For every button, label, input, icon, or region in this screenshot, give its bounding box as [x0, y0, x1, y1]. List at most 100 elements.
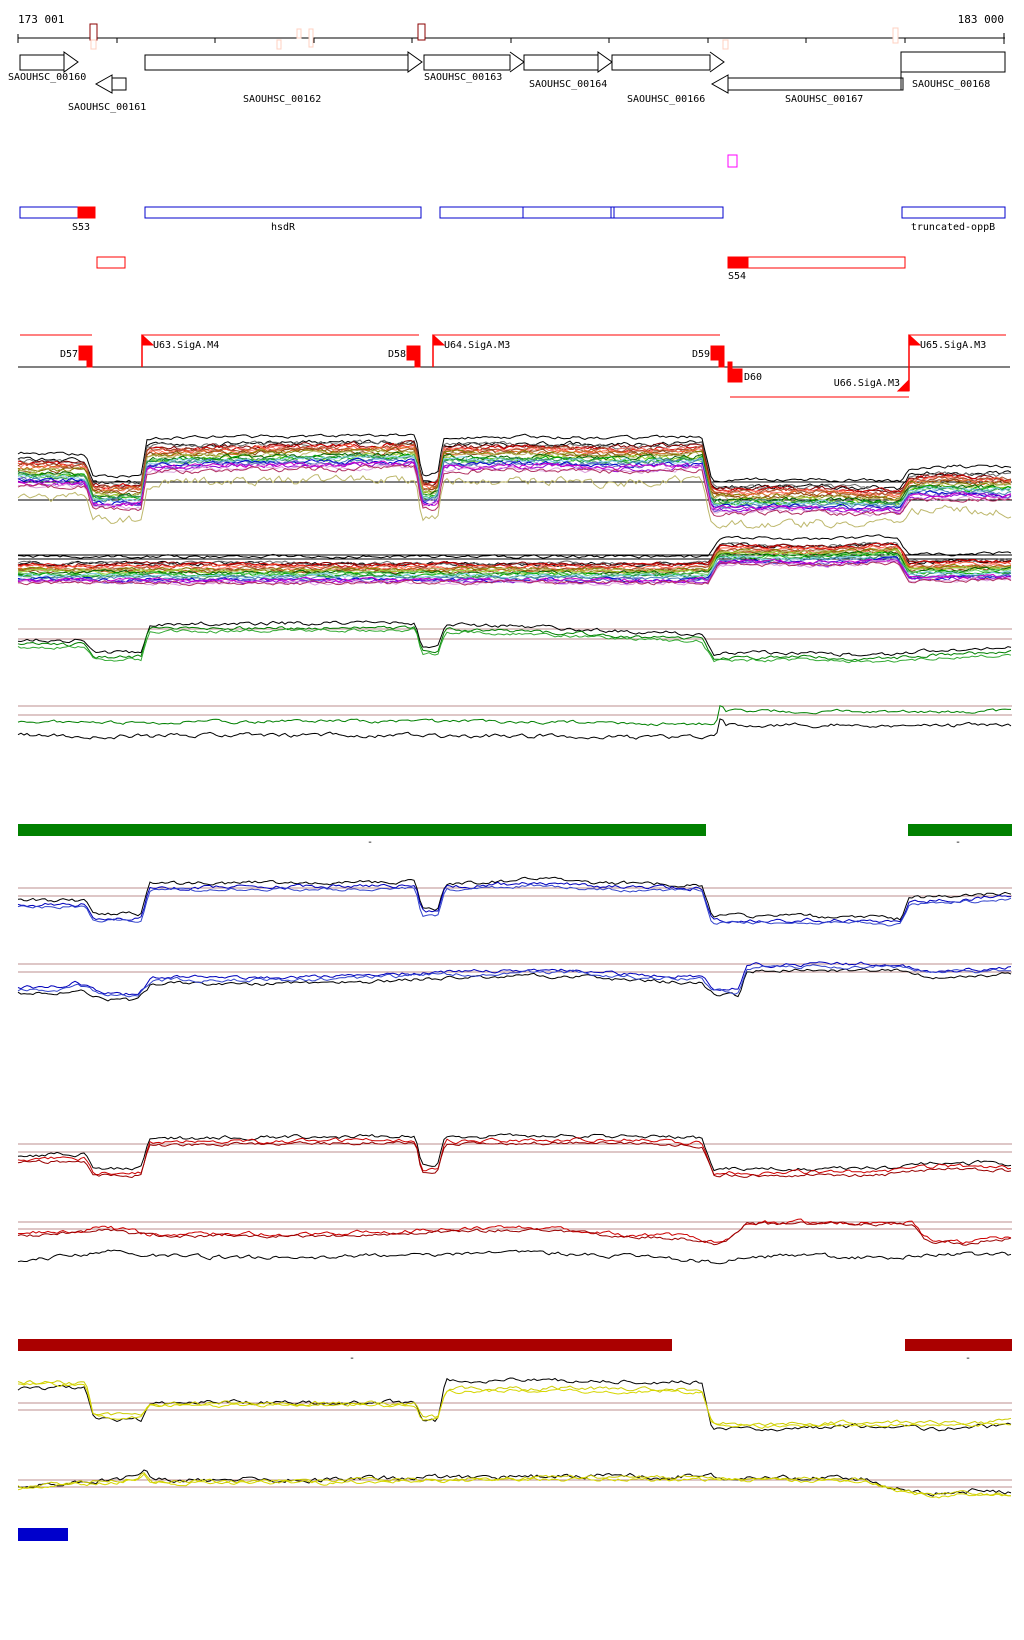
signal-series-all-probes-fwd-17 [17, 457, 1012, 509]
gene-label-SAOUHSC_00167: SAOUHSC_00167 [785, 94, 863, 105]
signal-series-all-probes-fwd-10 [17, 448, 1012, 502]
signal-series-green-rev-1 [17, 704, 1011, 727]
ruler-mark-faint [90, 39, 97, 50]
signal-series-all-probes-rev-2 [17, 542, 1012, 568]
signal-series-all-probes-fwd-7 [17, 446, 1012, 499]
gene-label-SAOUHSC_00161: SAOUHSC_00161 [68, 102, 146, 113]
ruler-mark-faint [276, 39, 282, 50]
signal-series-blue-rev-2 [17, 964, 1012, 998]
promoter-label-U65.SigA.M3: U65.SigA.M3 [920, 340, 986, 351]
segment-bar-darkred [905, 1339, 1012, 1351]
promoter-pennant-U63.SigA.M4 [141, 333, 155, 346]
gene-box-SAOUHSC_00168 [900, 51, 1006, 73]
signal-series-red-fwd-0 [17, 1133, 1012, 1172]
annotation-box-magenta [727, 154, 738, 168]
signal-series-all-probes-rev-24 [17, 534, 1012, 560]
ruler-mark-darkred [417, 23, 426, 41]
promoter-label-U64.SigA.M3: U64.SigA.M3 [444, 340, 510, 351]
terminator-foot-D57 [86, 359, 93, 368]
terminator-label-D59: D59 [692, 349, 710, 360]
ruler-mark-faint [296, 28, 302, 39]
region-start-coordinate: 173 001 [18, 13, 64, 26]
minus-mark: - [955, 837, 961, 848]
annotation-segment-red [727, 256, 749, 269]
signal-series-blue-rev-1 [17, 961, 1012, 996]
signal-series-red-rev-1 [17, 1218, 1012, 1245]
signal-series-yellow-rev-2 [17, 1473, 1011, 1499]
minus-mark: - [367, 837, 373, 848]
promoter-label-U63.SigA.M4: U63.SigA.M4 [153, 340, 219, 351]
gene-arrowhead-SAOUHSC_00160 [63, 51, 79, 73]
promoter-pennant-U64.SigA.M3 [432, 333, 446, 346]
signal-series-all-probes-fwd-23 [17, 464, 1012, 517]
gene-arrowhead-SAOUHSC_00166 [709, 51, 725, 73]
annotation-label-hsdR: hsdR [271, 222, 296, 233]
signal-series-all-probes-rev-22 [17, 559, 1012, 587]
signal-series-blue-fwd-2 [17, 883, 1012, 927]
signal-series-red-fwd-2 [17, 1141, 1012, 1179]
signal-series-all-probes-rev-16 [17, 554, 1012, 580]
segment-bar-blue [18, 1528, 68, 1541]
gene-arrowhead-SAOUHSC_00161 [94, 74, 113, 94]
signal-series-red-fwd-1 [17, 1137, 1012, 1176]
signal-series-yellow-fwd-2 [17, 1381, 1012, 1429]
promoter-pennant-U66.SigA.M3 [896, 378, 910, 392]
annotation-bar-blue-1 [144, 206, 422, 219]
terminator-flag-D57 [78, 345, 93, 361]
annotation-bar-blue-2 [439, 206, 724, 219]
minus-mark: - [965, 1353, 971, 1364]
signal-series-all-probes-fwd-9 [17, 448, 1012, 501]
gene-body-SAOUHSC_00164 [523, 54, 599, 71]
signal-series-all-probes-rev-23 [17, 561, 1012, 587]
signal-series-red-rev-2 [17, 1221, 1012, 1246]
signal-series-green-fwd-1 [17, 625, 1012, 661]
signal-series-all-probes-fwd-16 [17, 455, 1012, 510]
terminator-flag-D58 [406, 345, 421, 361]
signal-series-all-probes-fwd-22 [17, 462, 1012, 517]
terminator-foot-D60 [727, 361, 733, 370]
signal-series-green-rev-0 [17, 718, 1012, 740]
ruler-mark-faint [892, 27, 899, 44]
region-end-coordinate: 183 000 [958, 13, 1004, 26]
gene-label-SAOUHSC_00168: SAOUHSC_00168 [912, 79, 990, 90]
signal-series-blue-rev-0 [17, 968, 1012, 1002]
signal-series-all-probes-fwd-18 [17, 457, 1012, 511]
ruler-mark-faint [308, 28, 314, 48]
annotation-bar-blue-3 [901, 206, 1006, 219]
minus-mark: - [349, 1353, 355, 1364]
terminator-foot-D59 [718, 359, 725, 368]
segment-bar-darkred [18, 1339, 672, 1351]
terminator-foot-D58 [414, 359, 421, 368]
signal-series-green-fwd-0 [17, 620, 1012, 657]
signal-series-all-probes-fwd-6 [17, 443, 1012, 498]
gene-body-SAOUHSC_00166 [611, 54, 711, 71]
annotation-label-S53: S53 [72, 222, 90, 233]
signal-series-all-probes-fwd-25 [17, 433, 1012, 483]
terminator-label-D57: D57 [60, 349, 78, 360]
promoter-label-U66.SigA.M3: U66.SigA.M3 [834, 378, 900, 389]
segment-bar-green [18, 824, 706, 836]
promoter-pennant-U65.SigA.M3 [908, 333, 922, 346]
gene-arrowhead-SAOUHSC_00163 [509, 51, 525, 73]
annotation-bar-red-0 [96, 256, 126, 269]
ruler-mark-darkred [89, 23, 98, 41]
gene-body-SAOUHSC_00163 [423, 54, 511, 71]
gene-body-SAOUHSC_00167 [727, 77, 904, 91]
signal-series-blue-fwd-0 [17, 876, 1012, 921]
signal-series-green-fwd-2 [17, 627, 1012, 664]
gene-arrowhead-SAOUHSC_00162 [407, 51, 423, 73]
annotation-bar-red-1 [727, 256, 906, 269]
signal-series-all-probes-fwd-21 [17, 460, 1012, 513]
gene-body-SAOUHSC_00160 [19, 54, 65, 71]
segment-bar-green [908, 824, 1012, 836]
annotation-label-truncated-oppB: truncated-oppB [911, 222, 995, 233]
signal-series-blue-fwd-1 [17, 881, 1011, 924]
signal-series-yellow-rev-0 [17, 1469, 1012, 1497]
signal-series-yellow-fwd-0 [17, 1377, 1012, 1432]
terminator-label-D60: D60 [744, 372, 762, 383]
signal-series-red-rev-0 [17, 1249, 1012, 1265]
annotation-segment-red [77, 206, 96, 219]
signal-series-all-probes-fwd-24 [17, 474, 1012, 529]
